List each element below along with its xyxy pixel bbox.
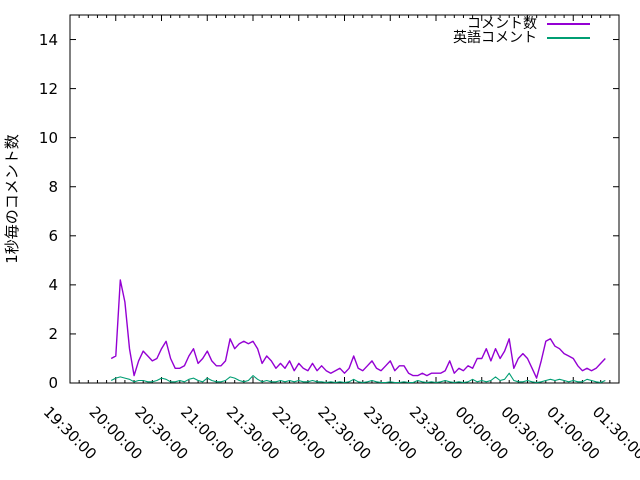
legend-item-english-comments: 英語コメント [453, 31, 590, 45]
series-line-english-comments [110, 372, 606, 384]
legend-label-english-comments: 英語コメント [453, 30, 537, 46]
series-line-comments [110, 279, 606, 379]
legend-label-comments: コメント数 [467, 16, 537, 32]
legend-line-sample-english-comments [547, 37, 590, 39]
legend-line-sample-comments [547, 23, 590, 25]
legend: コメント数 英語コメント [453, 17, 590, 45]
plot-border [69, 14, 620, 384]
legend-item-comments: コメント数 [453, 17, 590, 31]
